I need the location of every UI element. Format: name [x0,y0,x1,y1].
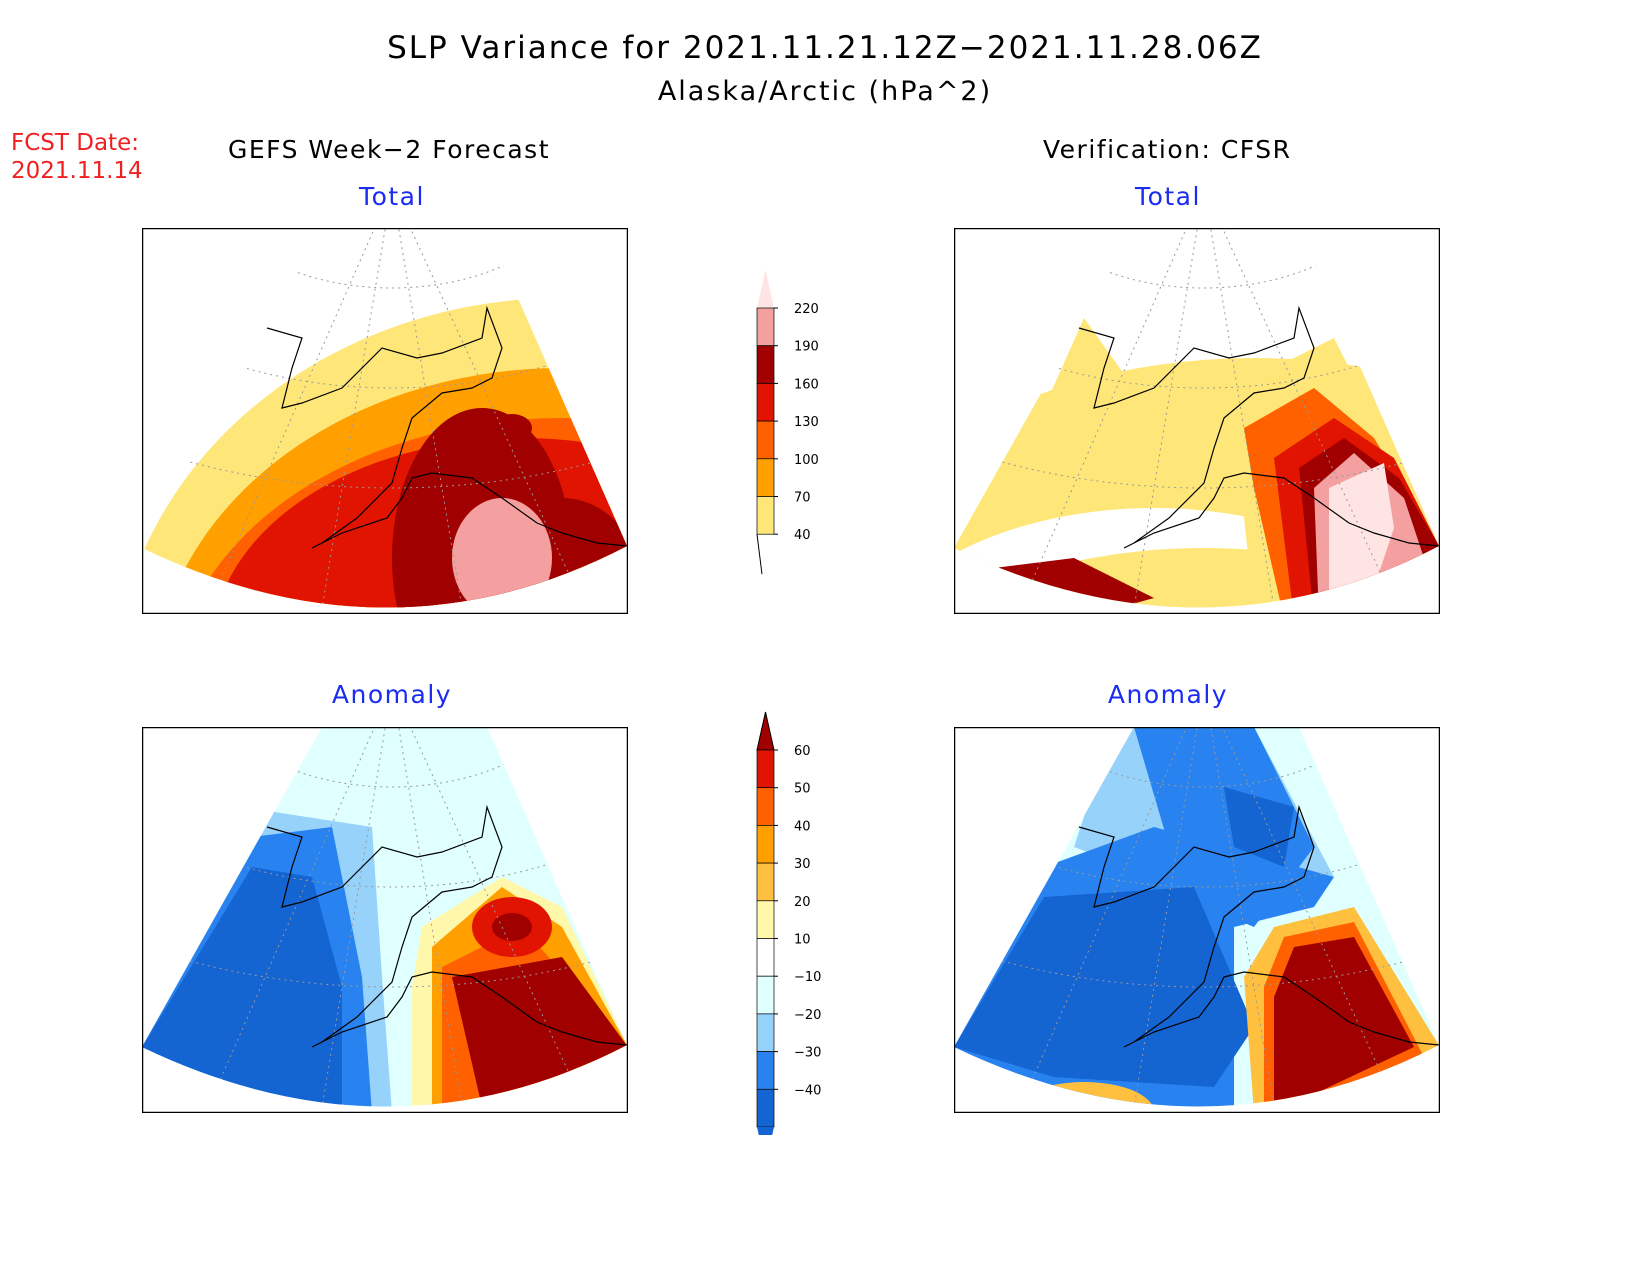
coastline [266,804,627,1048]
colorbar-swatch [756,1013,775,1052]
colorbar-label: 190 [794,340,819,355]
colorbar-arrow-bottom [756,534,763,575]
colorbar-swatch [756,345,775,384]
colorbar-swatch [756,787,775,826]
map-frame [954,228,1440,614]
colorbar-swatch [756,862,775,902]
panel-title-br: Anomaly [1107,680,1229,709]
forecast-anomaly-contour [492,913,532,941]
chart-title: SLP Variance for 2021.11.21.12Z−2021.11.… [387,30,1263,66]
panel-title-tr: Total [1135,182,1201,211]
verification-anomaly-contour [1274,937,1414,1107]
graticule-line [391,228,613,608]
colorbar-label: 100 [794,453,819,468]
fcst-date: 2021.11.14 [11,158,143,184]
colorbar-arrow-top [757,270,774,308]
verification-total-contour [954,358,1439,608]
colorbar-label: 70 [794,491,811,506]
left-column-title: GEFS Week−2 Forecast [228,135,551,164]
panel-title-tl: Total [359,182,425,211]
forecast-anomaly-contour [452,957,627,1107]
map-panel-forecast-total [142,228,628,614]
verification-anomaly-contour [1224,787,1294,867]
map-panel-forecast-anomaly [142,727,628,1113]
coastline [1078,804,1439,1048]
colorbar-label: −20 [794,1008,821,1023]
colorbar-swatch [756,975,775,1015]
colorbar-arrow-top [756,711,775,751]
colorbar-label: −10 [794,970,821,985]
colorbar-total: 220 190 160 130 100 70 40 [756,270,819,575]
colorbar-swatch [756,383,775,422]
verification-total-contour [1329,463,1394,608]
colorbar-swatch [756,938,775,977]
colorbar-label: 10 [794,933,811,948]
forecast-total-contour [492,414,532,442]
colorbar-swatch [756,458,775,497]
colorbar-label: 40 [794,819,811,834]
map-panel-verification-total [954,228,1440,614]
colorbar-arrow-bottom [757,1127,774,1135]
colorbar-swatch [756,496,775,535]
colorbar-swatch [756,749,775,789]
graticule-line [391,727,613,1107]
colorbar-anomaly: 60 50 40 30 20 10 −10 −20 −30 −40 [756,711,821,1135]
verification-anomaly-contour [1134,727,1314,927]
panel-title-bl: Anomaly [331,680,453,709]
colorbar-label: 20 [794,895,811,910]
coastline [266,305,627,549]
forecast-anomaly-contour [142,867,342,1107]
map-frame [142,228,628,614]
colorbar-label: 60 [794,744,811,759]
colorbar-label: −30 [794,1046,821,1061]
colorbar-label: −40 [794,1083,821,1098]
map-frame [142,727,628,1113]
colorbar-swatch [756,900,775,939]
colorbar-label: 160 [794,377,819,392]
forecast-total-contour [212,438,627,608]
right-column-title: Verification: CFSR [1043,135,1292,164]
chart-subtitle: Alaska/Arctic (hPa^2) [657,76,993,107]
colorbar-label: 50 [794,782,811,797]
coastline [1078,305,1439,549]
colorbar-label: 220 [794,302,819,317]
colorbar-swatch [756,825,775,864]
graticule-line [1203,228,1425,608]
colorbar-label: 30 [794,857,811,872]
colorbar-swatch [756,1051,775,1090]
colorbar-label: 130 [794,415,819,430]
colorbar-swatch [756,1088,775,1128]
verification-anomaly-contour [954,887,1254,1087]
forecast-total-contour [452,498,552,608]
map-panel-verification-anomaly [954,727,1440,1113]
colorbar-swatch [756,307,775,347]
graticule-line [1203,727,1425,1107]
colorbar-label: 40 [794,528,811,543]
colorbar-swatch [756,420,775,460]
map-frame [954,727,1440,1113]
fcst-date-label: FCST Date: [11,130,139,156]
